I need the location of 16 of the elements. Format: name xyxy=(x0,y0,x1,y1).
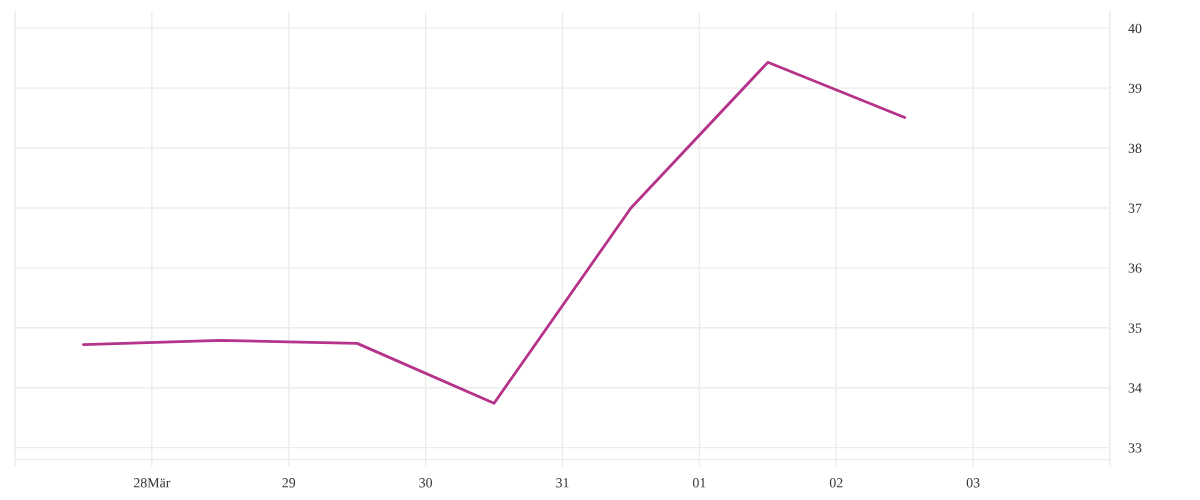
y-tick-label: 39 xyxy=(1128,83,1142,94)
x-tick-label: 30 xyxy=(419,478,433,488)
x-tick-label: 31 xyxy=(556,478,569,488)
x-tick-label: 29 xyxy=(282,478,296,488)
y-tick-label: 36 xyxy=(1128,263,1142,273)
x-tick-label: 03 xyxy=(966,478,980,488)
x-tick-label: 28Mär xyxy=(133,478,171,488)
y-tick-label: 33 xyxy=(1128,443,1142,453)
y-tick-label: 34 xyxy=(1128,383,1142,393)
x-tick-label: 02 xyxy=(829,478,843,488)
y-tick-label: 35 xyxy=(1128,323,1142,333)
y-tick-label: 38 xyxy=(1128,143,1142,153)
y-tick-label: 40 xyxy=(1128,23,1142,34)
y-tick-label: 37 xyxy=(1128,203,1142,213)
x-tick-label: 01 xyxy=(692,478,706,488)
line-series xyxy=(82,60,907,405)
